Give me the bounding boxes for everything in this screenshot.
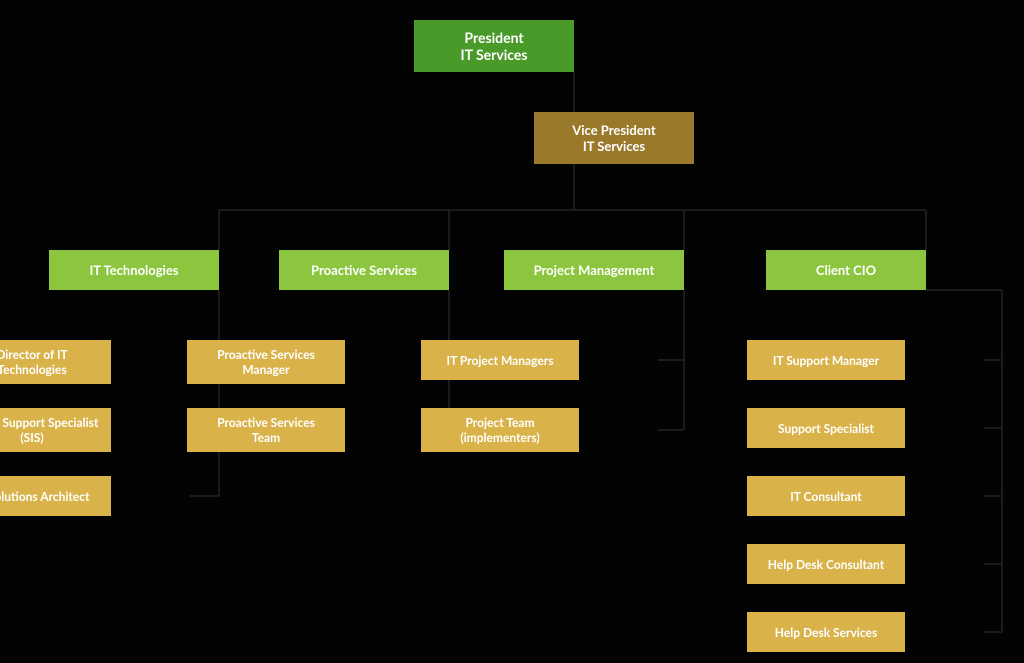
org-node-label: IT Project Managers	[447, 353, 554, 368]
org-node-label: Proactive Services	[217, 415, 315, 430]
org-node-label: Director of IT	[0, 347, 68, 362]
org-node-cio1: IT Support Manager	[747, 340, 905, 380]
org-node-dept_pm: Project Management	[504, 250, 684, 290]
org-node-label: Project Management	[534, 262, 655, 278]
org-node-sublabel: Manager	[242, 362, 289, 377]
org-node-sublabel: (SIS)	[20, 430, 43, 445]
org-node-label: Senior Support Specialist	[0, 415, 98, 430]
org-node-sublabel: IT Services	[460, 46, 527, 63]
org-node-vp: Vice PresidentIT Services	[534, 112, 694, 164]
org-node-label: Vice President	[572, 122, 656, 138]
org-node-label: Help Desk Consultant	[768, 557, 884, 572]
org-node-label: IT Consultant	[790, 489, 862, 504]
org-node-label: IT Technologies	[89, 262, 178, 278]
org-node-it3: IT Solutions Architect	[0, 476, 111, 516]
org-node-pro2: Proactive ServicesTeam	[187, 408, 345, 452]
org-node-it1: Director of ITTechnologies	[0, 340, 111, 384]
org-node-label: Proactive Services	[217, 347, 315, 362]
org-node-label: Support Specialist	[778, 421, 874, 436]
org-node-cio4: Help Desk Consultant	[747, 544, 905, 584]
org-node-dept_pro: Proactive Services	[279, 250, 449, 290]
org-node-cio2: Support Specialist	[747, 408, 905, 448]
org-node-sublabel: IT Services	[583, 138, 645, 154]
org-node-label: IT Solutions Architect	[0, 489, 90, 504]
org-node-cio3: IT Consultant	[747, 476, 905, 516]
org-node-label: President	[464, 29, 523, 46]
org-node-pro1: Proactive ServicesManager	[187, 340, 345, 384]
org-node-cio5: Help Desk Services	[747, 612, 905, 652]
org-node-label: Project Team	[465, 415, 534, 430]
org-node-pm1: IT Project Managers	[421, 340, 579, 380]
org-node-dept_cio: Client CIO	[766, 250, 926, 290]
org-node-pm2: Project Team(implementers)	[421, 408, 579, 452]
org-node-sublabel: Team	[252, 430, 280, 445]
org-node-president: PresidentIT Services	[414, 20, 574, 72]
org-node-sublabel: Technologies	[0, 362, 67, 377]
org-node-label: Proactive Services	[311, 262, 417, 278]
org-node-label: Help Desk Services	[775, 625, 877, 640]
org-node-dept_it: IT Technologies	[49, 250, 219, 290]
org-node-label: IT Support Manager	[773, 353, 879, 368]
org-node-label: Client CIO	[816, 262, 876, 278]
org-node-it2: Senior Support Specialist(SIS)	[0, 408, 111, 452]
org-node-sublabel: (implementers)	[460, 430, 539, 445]
